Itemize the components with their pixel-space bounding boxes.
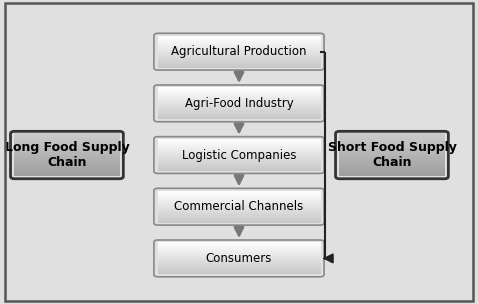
Text: Short Food Supply
Chain: Short Food Supply Chain <box>327 141 456 169</box>
Text: Agri-Food Industry: Agri-Food Industry <box>185 97 293 110</box>
Text: Long Food Supply
Chain: Long Food Supply Chain <box>5 141 129 169</box>
Text: Logistic Companies: Logistic Companies <box>182 149 296 161</box>
Text: Commercial Channels: Commercial Channels <box>174 200 304 213</box>
Text: Consumers: Consumers <box>206 252 272 265</box>
Text: Agricultural Production: Agricultural Production <box>171 45 307 58</box>
